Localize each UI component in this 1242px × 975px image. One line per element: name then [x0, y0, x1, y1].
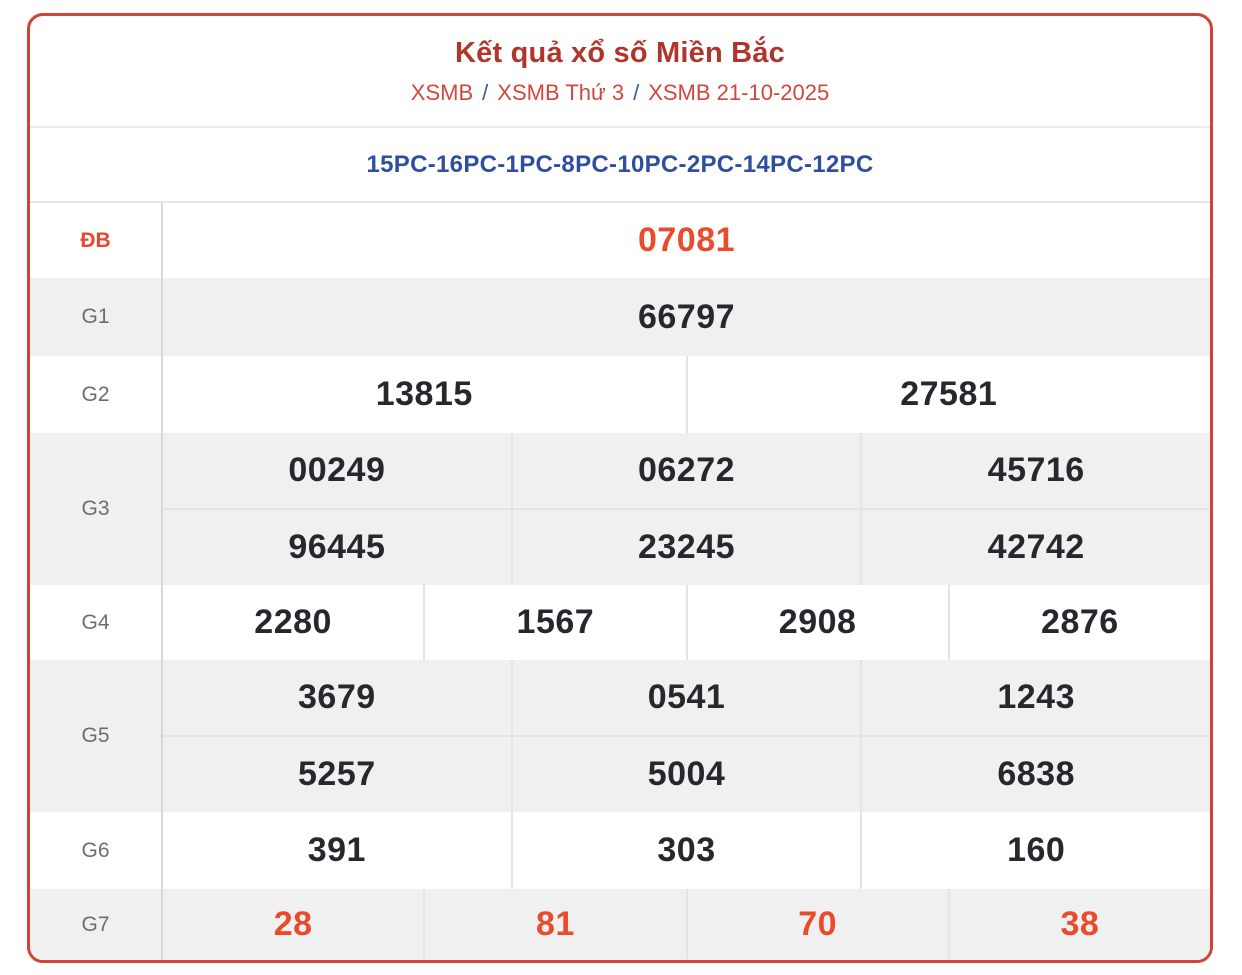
prize-row-g5: G5 3679 0541 1243 5257 5004 6838: [30, 660, 1210, 812]
prize-number: 0541: [510, 660, 861, 735]
prize-row-g3: G3 00249 06272 45716 96445 23245 42742: [30, 433, 1210, 585]
breadcrumb-separator: /: [633, 79, 640, 105]
prize-number: 23245: [510, 510, 861, 585]
loto-codes: 15PC-16PC-1PC-8PC-10PC-2PC-14PC-12PC: [30, 128, 1210, 203]
prize-number: 160: [860, 812, 1210, 889]
prize-number: 6838: [860, 737, 1210, 812]
breadcrumb: XSMB / XSMB Thứ 3 / XSMB 21-10-2025: [411, 80, 829, 106]
prize-number: 1567: [423, 585, 685, 660]
prize-table: ĐB 07081 G1 66797 G2: [30, 203, 1210, 960]
prize-label-g7: G7: [30, 889, 163, 960]
prize-number-db: 07081: [637, 221, 736, 259]
prize-number: 5257: [298, 755, 376, 793]
prize-number: 3679: [298, 678, 376, 716]
prize-row-g7: G7 28 81 70 38: [30, 889, 1210, 960]
prize-label-g5: G5: [30, 660, 163, 812]
prize-number: 96445: [288, 528, 386, 566]
prize-row-g2: G2 13815 27581: [30, 356, 1210, 433]
prize-number: 70: [685, 889, 948, 960]
prize-number: 27581: [685, 356, 1211, 433]
prize-number: 1243: [860, 660, 1210, 735]
prize-row-db: ĐB 07081: [30, 203, 1210, 278]
prize-number: 38: [947, 889, 1210, 960]
prize-number: 66797: [637, 297, 736, 336]
prize-row-g6: G6 391 303 160: [30, 812, 1210, 889]
prize-number: 06272: [510, 433, 861, 508]
prize-number: 28: [273, 905, 313, 943]
prize-number: 81: [423, 889, 685, 960]
prize-label-g4: G4: [30, 585, 163, 660]
prize-number: 2876: [947, 585, 1210, 660]
prize-number: 13815: [375, 375, 473, 413]
breadcrumb-link-weekday[interactable]: XSMB Thứ 3: [497, 79, 625, 105]
prize-row-g1: G1 66797: [30, 278, 1210, 356]
prize-number: 2280: [254, 603, 332, 641]
prize-label-g2: G2: [30, 356, 163, 433]
prize-number: 42742: [860, 510, 1210, 585]
prize-number: 5004: [510, 737, 861, 812]
page-title: Kết quả xổ số Miền Bắc: [455, 36, 785, 69]
lottery-result-card: Kết quả xổ số Miền Bắc XSMB / XSMB Thứ 3…: [27, 13, 1213, 963]
prize-number: 00249: [288, 451, 386, 489]
prize-label-db: ĐB: [30, 203, 163, 278]
prize-label-g6: G6: [30, 812, 163, 889]
breadcrumb-link-xsmb[interactable]: XSMB: [410, 79, 474, 105]
prize-number: 2908: [685, 585, 948, 660]
prize-label-g1: G1: [30, 278, 163, 356]
prize-row-g4: G4 2280 1567 2908 2876: [30, 585, 1210, 660]
prize-number: 45716: [860, 433, 1210, 508]
card-header: Kết quả xổ số Miền Bắc XSMB / XSMB Thứ 3…: [30, 16, 1210, 128]
prize-number: 391: [307, 831, 366, 869]
breadcrumb-link-date[interactable]: XSMB 21-10-2025: [648, 79, 830, 105]
breadcrumb-separator: /: [482, 79, 489, 105]
prize-number: 303: [510, 812, 861, 889]
prize-label-g3: G3: [30, 433, 163, 585]
